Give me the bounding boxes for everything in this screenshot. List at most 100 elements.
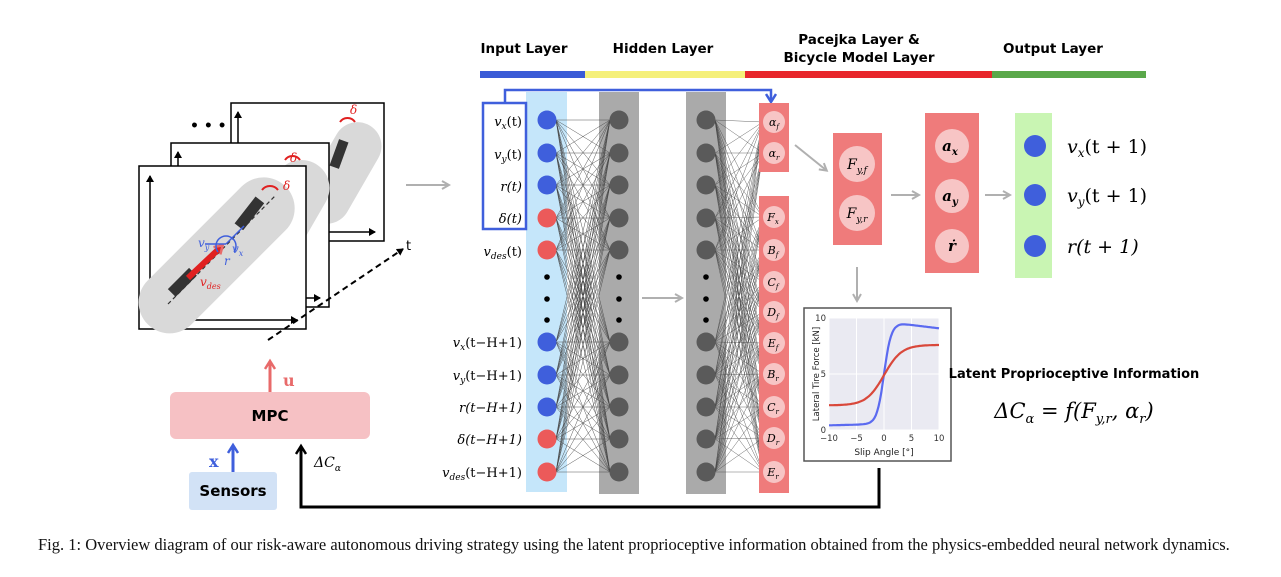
pacejka-param-label: Br	[766, 368, 779, 383]
plot-x-tick: 10	[934, 434, 945, 444]
hidden-node	[609, 365, 629, 385]
tire-curve-red	[829, 343, 939, 407]
scene-vdes-label: vdes	[200, 275, 221, 291]
u-signal-label: u	[283, 371, 295, 390]
plot-y-ticks: 10 5 0	[815, 314, 826, 436]
ellipsis-dot	[703, 296, 709, 302]
input-label-delta-h: δ(t−H+1)	[457, 433, 522, 448]
connection-line	[714, 437, 764, 473]
connection-line	[714, 121, 764, 376]
input-node	[537, 175, 557, 195]
fyf-node	[839, 146, 875, 182]
connection-line	[555, 119, 611, 154]
hidden-node	[609, 208, 629, 228]
hidden-node	[609, 110, 629, 130]
connection-line	[714, 121, 764, 219]
hidden-layer-label: Hidden Layer	[613, 41, 714, 57]
input-labels: vx(t) vy(t) r(t) δ(t) vdes(t) vx(t−H+1) …	[442, 115, 522, 483]
hidden-layer-bar	[585, 71, 745, 78]
front-wheel	[234, 196, 265, 231]
pacejka-param-node	[763, 461, 785, 483]
hidden-pacejka-connections	[714, 119, 764, 473]
sensors-box	[189, 472, 277, 510]
ellipsis-dot	[544, 317, 550, 323]
connection-line	[555, 341, 611, 440]
input-node	[537, 462, 557, 482]
connection-line	[714, 121, 764, 343]
slip-angle-label: αr	[769, 147, 780, 162]
plot-x-ticks: −10 −5 0 5 10	[820, 434, 944, 444]
connection-line	[714, 437, 764, 440]
connection-line	[714, 373, 764, 440]
input-node	[537, 110, 557, 130]
output-label-vy: vy(t + 1)	[1067, 185, 1147, 209]
scene-delta-label-middle: δ	[290, 151, 297, 165]
ellipsis-dot	[544, 274, 550, 280]
input-node	[537, 240, 557, 260]
driving-scene-stack: vy vx r vdes δ δ δ • • • t	[138, 102, 411, 341]
input-label-vx-h: vx(t−H+1)	[453, 336, 522, 353]
layer-header: Input Layer Hidden Layer Pacejka Layer &…	[480, 32, 1146, 78]
hidden-node	[696, 462, 716, 482]
connection-line	[714, 341, 764, 439]
rdot-label: ṙ	[948, 237, 957, 255]
input-label-vdes-h: vdes(t−H+1)	[442, 466, 522, 483]
plot-x-tick: 5	[909, 434, 914, 444]
connection-line	[555, 119, 611, 251]
connection-line	[555, 184, 611, 473]
output-label-vx: vx(t + 1)	[1067, 136, 1147, 160]
mpc-box	[170, 392, 370, 439]
connection-line	[555, 438, 611, 473]
ellipsis-dot	[616, 274, 622, 280]
connection-line	[555, 374, 611, 473]
input-nodes	[537, 110, 557, 482]
connection-line	[714, 121, 764, 186]
connection-line	[714, 342, 764, 473]
pacejka-param-label: Er	[766, 466, 779, 481]
ellipsis-dot	[703, 317, 709, 323]
connection-line	[555, 119, 611, 376]
fyf-label: Fy,f	[846, 157, 868, 176]
ellipsis-dot	[703, 274, 709, 280]
hidden-node	[609, 175, 629, 195]
hidden-node	[609, 462, 629, 482]
connection-line	[714, 406, 764, 473]
input-hidden-connections	[555, 119, 611, 473]
rdot-node	[935, 229, 969, 263]
hidden-node	[696, 110, 716, 130]
input-label-r: r(t)	[500, 180, 522, 195]
input-node	[537, 332, 557, 352]
plot-y-tick: 10	[815, 314, 826, 324]
pacejka-param-label: Bf	[767, 244, 780, 259]
output-node-vy	[1024, 184, 1046, 206]
connection-line	[555, 119, 611, 343]
fyr-label: Fy,r	[846, 206, 868, 225]
connection-line	[555, 341, 611, 473]
connection-line	[555, 152, 611, 473]
plot-xlabel: Slip Angle [°]	[854, 448, 913, 458]
scene-delta-label-back: δ	[350, 103, 357, 117]
connection-line	[714, 119, 764, 123]
connection-line	[714, 152, 764, 473]
steering-feedback-arrow	[503, 88, 771, 103]
sensors-label: Sensors	[199, 482, 266, 500]
plot-y-tick: 0	[821, 426, 826, 436]
input-node	[537, 429, 557, 449]
hidden-node	[609, 429, 629, 449]
connection-line	[555, 217, 611, 251]
input-node	[537, 365, 557, 385]
connection-line	[714, 281, 764, 473]
connection-line	[714, 217, 764, 251]
ellipsis-dot	[616, 296, 622, 302]
output-layer-bar	[992, 71, 1146, 78]
connection-line	[714, 342, 764, 440]
pacejka-param-node	[763, 396, 785, 418]
pacejka-param-label: Dr	[766, 432, 780, 447]
pacejka-param-node	[763, 301, 785, 323]
pacejka-layer-label-line2: Bicycle Model Layer	[784, 50, 935, 66]
connection-line	[714, 341, 764, 344]
pacejka-param-node	[763, 363, 785, 385]
pacejka-param-label: Cr	[767, 401, 779, 416]
connection-line	[714, 342, 764, 376]
hidden-nodes-2	[696, 110, 716, 482]
